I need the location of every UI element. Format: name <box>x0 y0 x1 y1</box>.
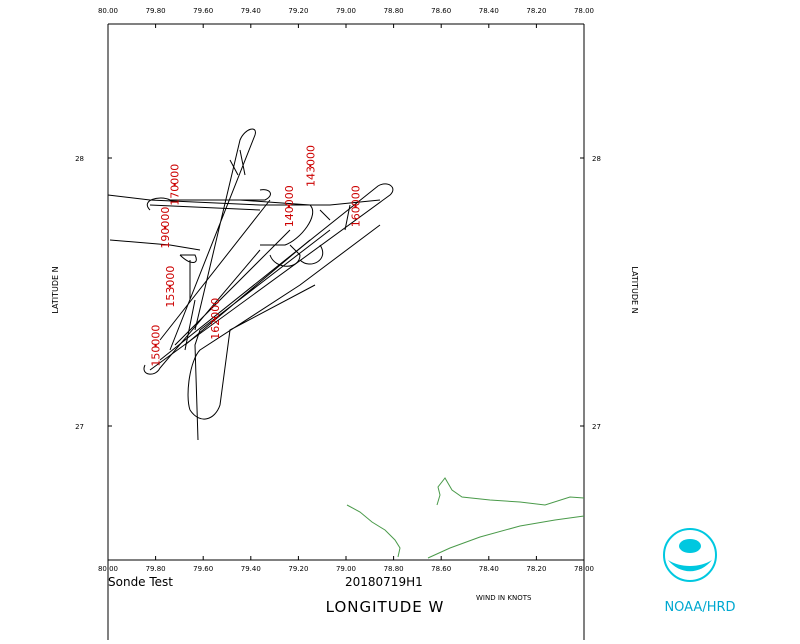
sonde-point <box>168 285 172 288</box>
x-tick-label: 79.80 <box>146 7 166 15</box>
track-leg <box>187 224 381 420</box>
x-tick-label: 78.00 <box>574 565 594 573</box>
flight-track <box>107 128 394 441</box>
x-tick-label: 79.00 <box>336 7 356 15</box>
sonde-point <box>173 183 176 186</box>
x-tick-label: 78.80 <box>384 7 404 15</box>
y-axis-label: LATITUDE N <box>630 266 639 313</box>
y-tick-label: 28 <box>592 155 601 163</box>
coastline <box>346 477 585 559</box>
coast-line <box>436 477 585 506</box>
x-tick-label: 79.80 <box>146 565 166 573</box>
x-tick-label: 78.20 <box>526 7 546 15</box>
track-leg <box>179 244 323 267</box>
logo-ring <box>663 528 717 582</box>
wind-barb <box>184 149 351 441</box>
x-tick-label: 78.40 <box>479 7 499 15</box>
sonde-point <box>213 317 217 320</box>
logo-bird <box>679 539 701 553</box>
track-leg <box>107 194 381 251</box>
sonde-label: 160000 <box>350 185 363 227</box>
sonde-point <box>309 164 312 168</box>
x-tick-label: 79.40 <box>241 7 261 15</box>
y-tick-label: 27 <box>592 423 601 431</box>
logo-wave <box>668 560 712 572</box>
track-leg <box>143 199 331 375</box>
x-tick-label: 78.60 <box>431 565 451 573</box>
x-tick-label: 78.60 <box>431 7 451 15</box>
x-tick-label: 80.00 <box>98 565 118 573</box>
sonde-point <box>154 344 157 347</box>
sonde-label: 153000 <box>164 266 177 308</box>
sonde-label: 150000 <box>150 325 163 367</box>
org-label: NOAA/HRD <box>664 600 735 615</box>
y-tick-label: 27 <box>75 423 84 431</box>
y-tick-label: 28 <box>75 155 84 163</box>
x-tick-label: 78.80 <box>384 565 404 573</box>
track-leg <box>149 183 394 371</box>
coast-line <box>427 515 585 559</box>
x-tick-label: 78.20 <box>526 565 546 573</box>
x-tick-label: 79.60 <box>193 7 213 15</box>
x-tick-label: 79.60 <box>193 565 213 573</box>
sonde-label: 143000 <box>304 145 317 187</box>
x-axis-label: LONGITUDE W <box>326 598 445 616</box>
sonde-point <box>287 205 291 208</box>
flight-id: 20180719H1 <box>345 575 423 589</box>
x-tick-label: 78.00 <box>574 7 594 15</box>
x-tick-label: 79.40 <box>241 565 261 573</box>
sonde-label: 170000 <box>169 164 182 206</box>
x-tick-label: 79.20 <box>288 7 308 15</box>
sonde-label: 140000 <box>283 185 296 227</box>
x-tick-label: 80.00 <box>98 7 118 15</box>
coast-line <box>346 504 401 558</box>
sonde-point <box>163 226 167 229</box>
track-leg <box>147 189 313 246</box>
title: Sonde Test <box>108 575 173 589</box>
wind-note: WIND IN KNOTS <box>476 594 532 602</box>
sonde-label: 162000 <box>209 298 222 340</box>
sonde-point <box>354 205 357 208</box>
x-tick-label: 79.00 <box>336 565 356 573</box>
x-tick-label: 78.40 <box>479 565 499 573</box>
track-leg <box>169 128 256 351</box>
noaa-logo <box>663 528 717 582</box>
sonde-label: 190000 <box>159 207 172 249</box>
x-tick-label: 79.20 <box>288 565 308 573</box>
y-axis-label: LATITUDE N <box>51 266 60 313</box>
frame <box>107 23 585 640</box>
